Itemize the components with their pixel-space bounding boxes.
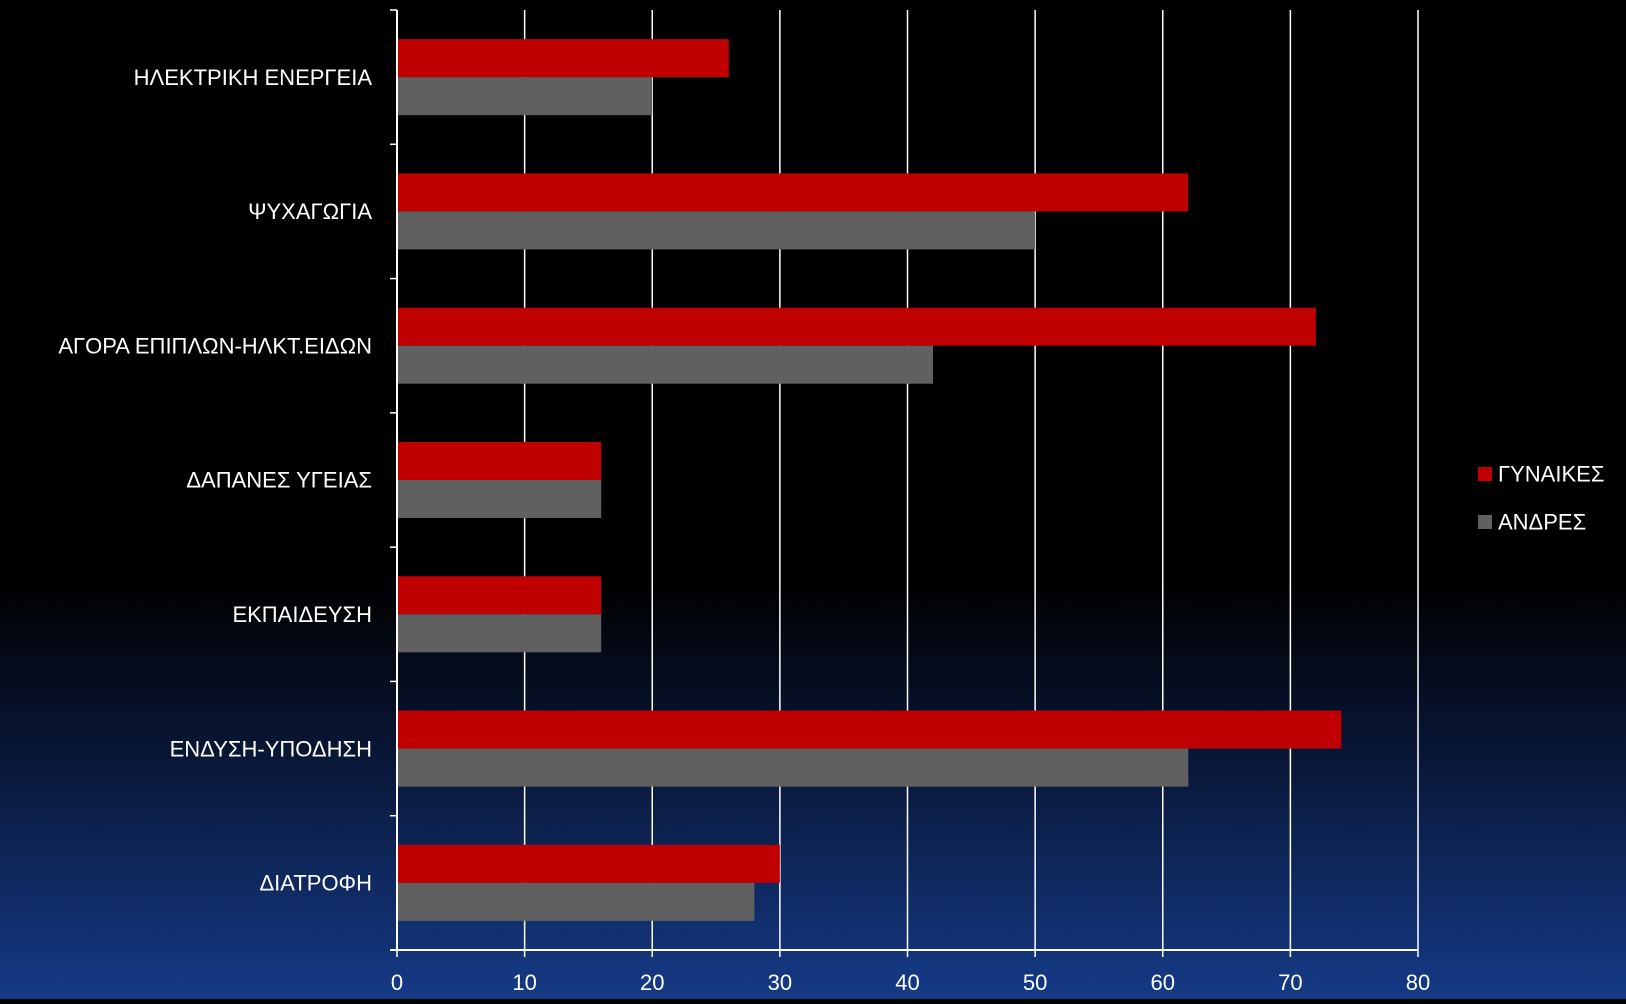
bar-women bbox=[397, 173, 1189, 212]
x-tick-label: 30 bbox=[768, 970, 792, 995]
axis-layer bbox=[390, 9, 1419, 957]
category-label: ΨΥΧΑΓΩΓΙΑ bbox=[248, 199, 372, 224]
legend-item-women[interactable]: ΓΥΝΑΙΚΕΣ bbox=[1478, 462, 1604, 487]
x-tick-label: 40 bbox=[895, 970, 919, 995]
bar-women bbox=[397, 710, 1342, 749]
bar-men bbox=[397, 614, 602, 653]
legend-label: ΑΝΔΡΕΣ bbox=[1498, 510, 1586, 535]
bar-women bbox=[397, 307, 1316, 346]
legend-label: ΓΥΝΑΙΚΕΣ bbox=[1498, 462, 1604, 487]
x-tick-label: 50 bbox=[1023, 970, 1047, 995]
bar-men bbox=[397, 77, 653, 116]
category-label: ΕΝΔΥΣΗ-ΥΠΟΔΗΣΗ bbox=[170, 736, 372, 761]
x-tick-label: 80 bbox=[1406, 970, 1430, 995]
bar-men bbox=[397, 748, 1189, 787]
bar-men bbox=[397, 345, 934, 384]
bar-women bbox=[397, 39, 729, 78]
category-label: ΔΙΑΤΡΟΦΗ bbox=[259, 871, 372, 896]
legend-swatch bbox=[1478, 515, 1492, 529]
bar-women bbox=[397, 844, 780, 883]
category-label: ΕΚΠΑΙΔΕΥΣΗ bbox=[232, 602, 372, 627]
bar-layer bbox=[397, 39, 1342, 921]
legend-swatch bbox=[1478, 467, 1492, 481]
x-tick-label: 70 bbox=[1278, 970, 1302, 995]
category-label: ΗΛΕΚΤΡΙΚΗ ΕΝΕΡΓΕΙΑ bbox=[134, 65, 373, 90]
bar-women bbox=[397, 442, 602, 480]
bar-women bbox=[397, 576, 602, 615]
legend[interactable]: ΓΥΝΑΙΚΕΣ ΑΝΔΡΕΣ bbox=[1478, 462, 1604, 535]
grid-layer bbox=[523, 10, 1419, 950]
bar-men bbox=[397, 882, 755, 921]
label-layer: 0 10 20 30 40 50 60 70 80 ΗΛΕΚΤΡΙΚΗ ΕΝΕΡΓΕΙΑ ΨΥΧΑΓ… bbox=[58, 65, 1430, 995]
x-tick-label: 60 bbox=[1151, 970, 1175, 995]
legend-item-men[interactable]: ΑΝΔΡΕΣ bbox=[1478, 510, 1586, 535]
bar-men bbox=[397, 480, 602, 518]
x-tick-label: 20 bbox=[640, 970, 664, 995]
bar-men bbox=[397, 211, 1036, 250]
x-tick-label: 10 bbox=[512, 970, 536, 995]
category-label: ΔΑΠΑΝΕΣ ΥΓΕΙΑΣ bbox=[186, 468, 372, 493]
category-label: ΑΓΟΡΑ ΕΠΙΠΛΩΝ-ΗΛΚΤ.ΕΙΔΩΝ bbox=[58, 333, 372, 358]
x-tick-label: 0 bbox=[391, 970, 403, 995]
